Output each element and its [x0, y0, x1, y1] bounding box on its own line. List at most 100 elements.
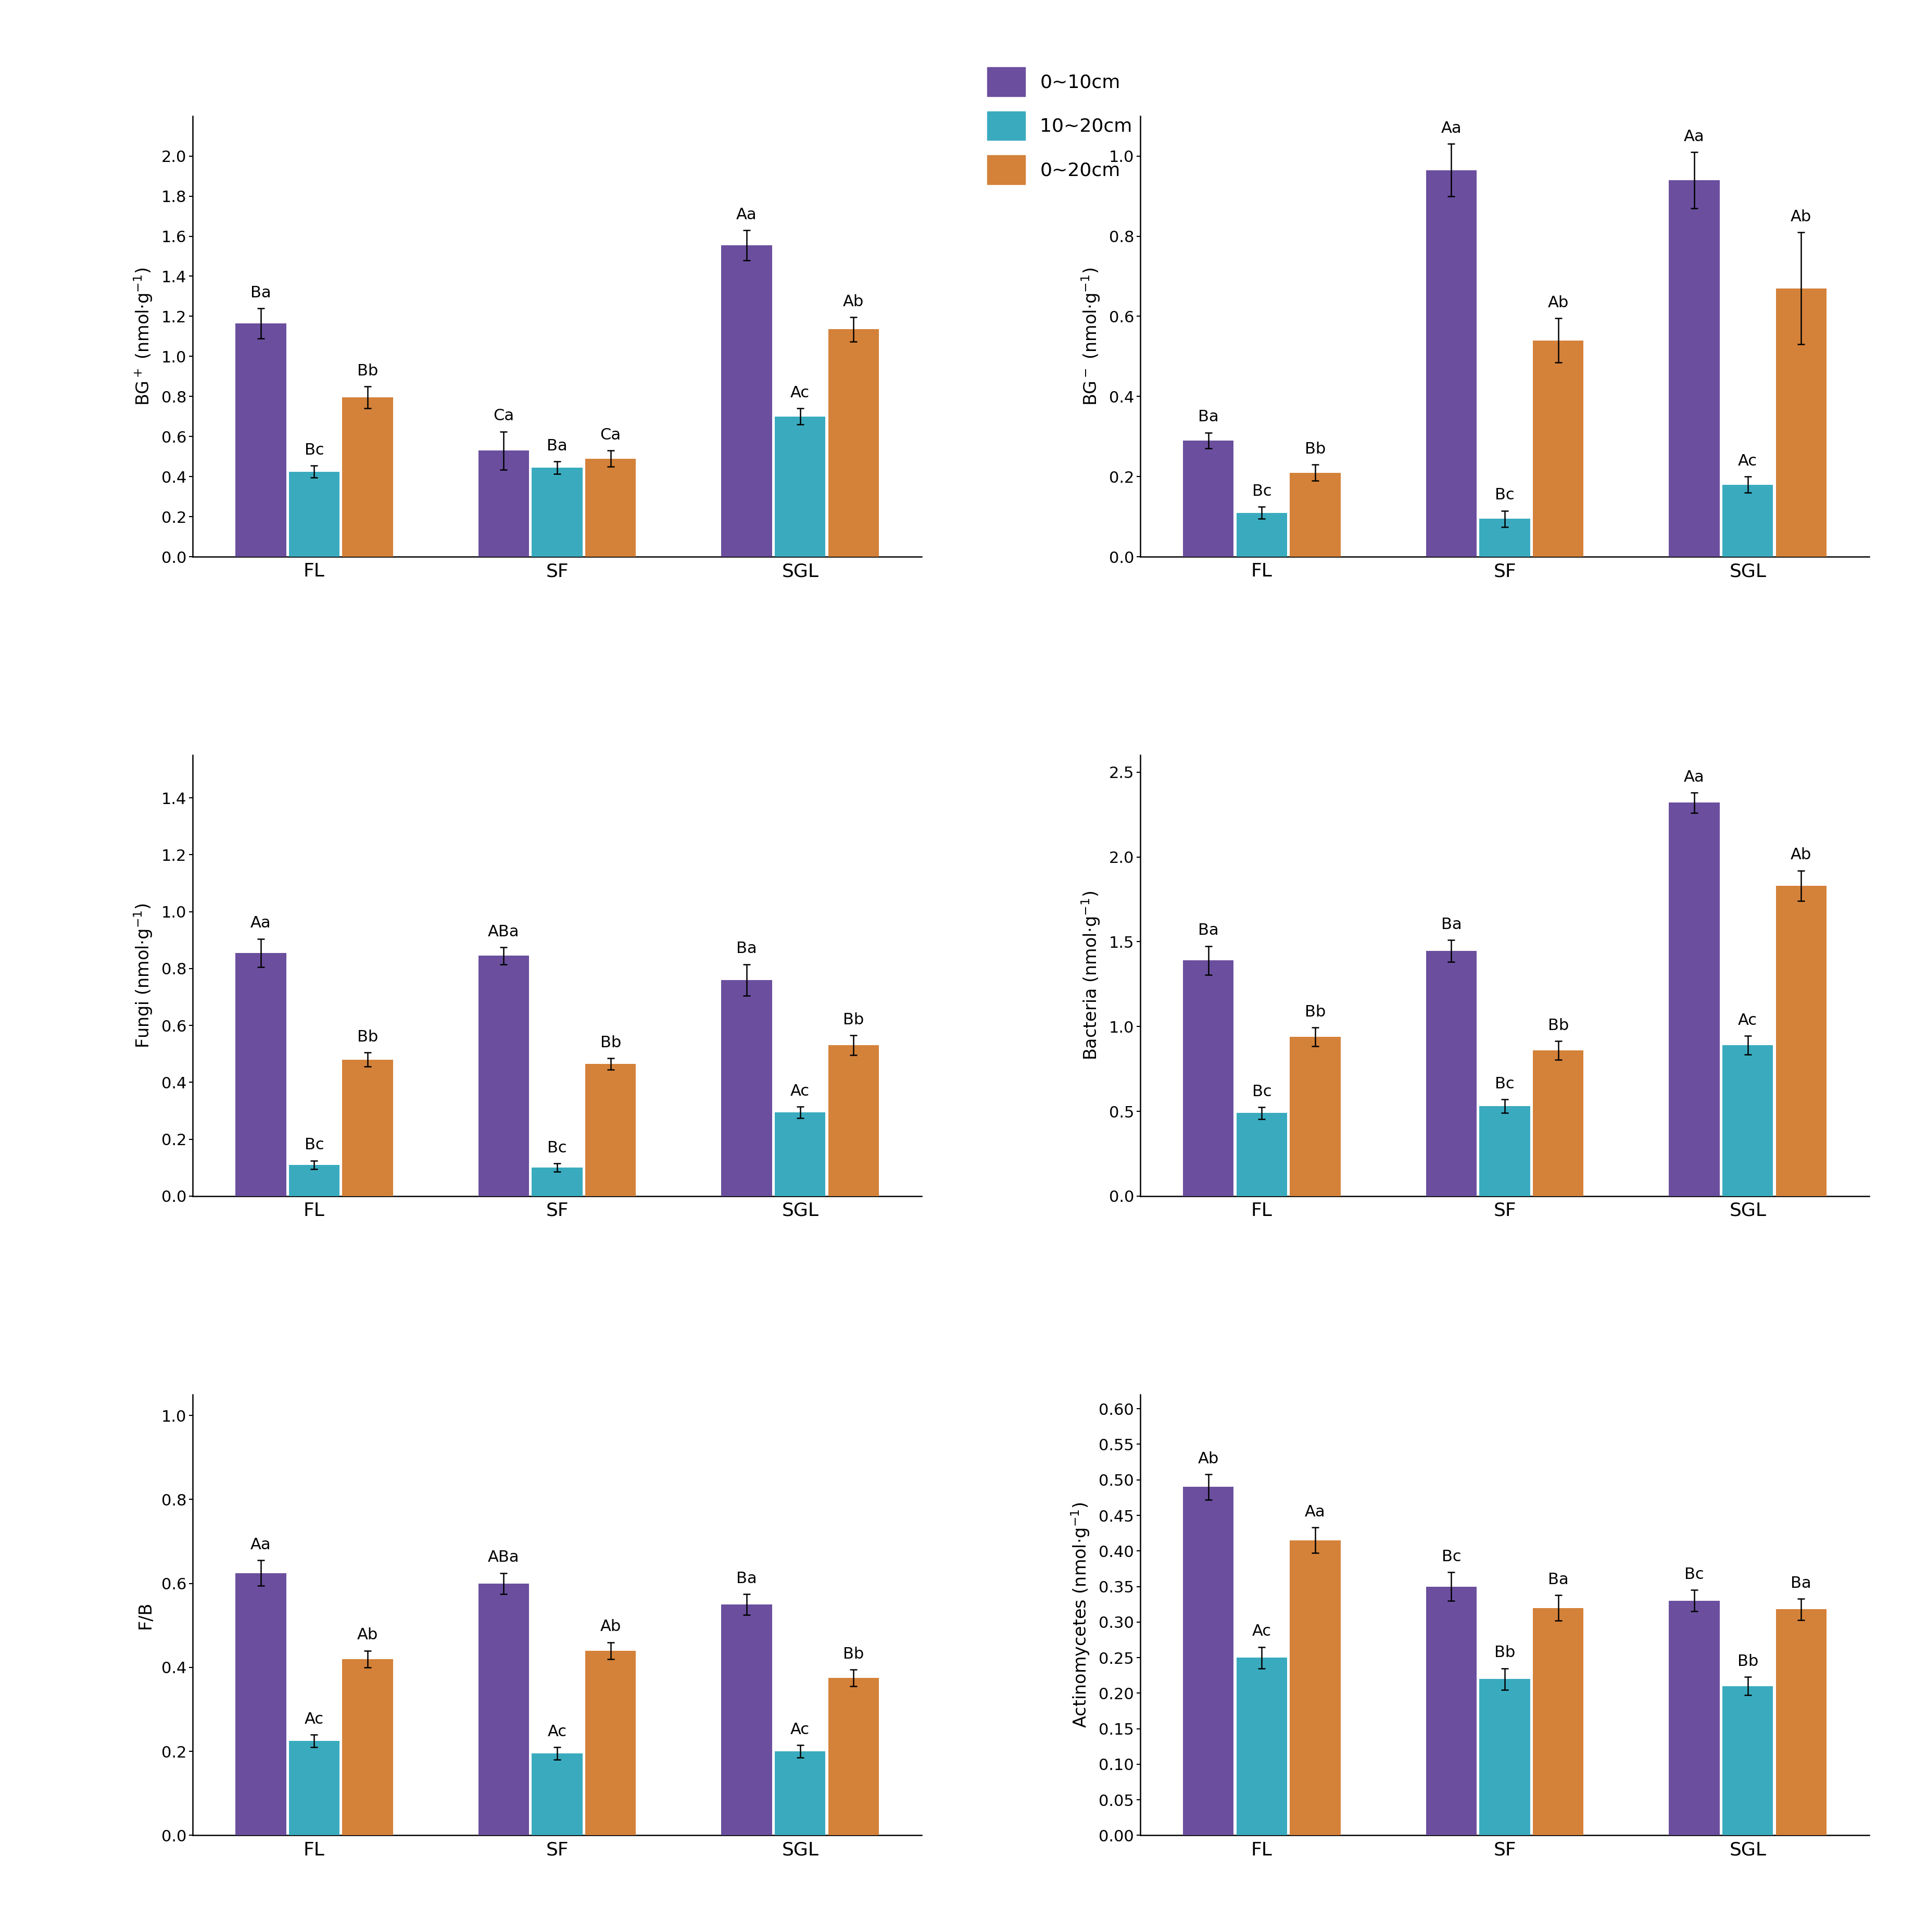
- Text: Aa: Aa: [1441, 122, 1461, 135]
- Text: Ab: Ab: [599, 1619, 620, 1634]
- Text: Bc: Bc: [1495, 1076, 1515, 1092]
- Bar: [1183, 1488, 1233, 1835]
- Bar: [1532, 1051, 1584, 1196]
- Legend: 0~10cm, 10~20cm, 0~20cm: 0~10cm, 10~20cm, 0~20cm: [977, 58, 1143, 193]
- Bar: [1723, 1045, 1773, 1196]
- Bar: [1426, 951, 1476, 1196]
- Bar: [775, 417, 825, 556]
- Bar: [343, 1059, 393, 1196]
- Text: Bc: Bc: [547, 1140, 567, 1155]
- Bar: [343, 398, 393, 556]
- Bar: [478, 956, 530, 1196]
- Bar: [1183, 960, 1233, 1196]
- Text: Ac: Ac: [304, 1712, 324, 1727]
- Text: Bb: Bb: [1305, 1005, 1326, 1020]
- Bar: [721, 245, 773, 556]
- Text: Ac: Ac: [790, 1721, 809, 1737]
- Bar: [721, 1604, 773, 1835]
- Text: Bc: Bc: [1441, 1549, 1461, 1565]
- Bar: [721, 980, 773, 1196]
- Bar: [1723, 485, 1773, 556]
- Text: Ab: Ab: [1199, 1451, 1218, 1466]
- Text: Bb: Bb: [356, 1030, 378, 1045]
- Text: Ab: Ab: [844, 294, 863, 309]
- Bar: [1532, 340, 1584, 556]
- Text: Bb: Bb: [844, 1012, 863, 1028]
- Bar: [478, 1584, 530, 1835]
- Bar: [1426, 1586, 1476, 1835]
- Bar: [1237, 1658, 1287, 1835]
- Text: Bb: Bb: [1493, 1646, 1515, 1660]
- Text: Bb: Bb: [1305, 442, 1326, 456]
- Bar: [289, 1741, 339, 1835]
- Text: Bb: Bb: [356, 363, 378, 379]
- Bar: [1777, 885, 1827, 1196]
- Text: Ba: Ba: [1199, 923, 1218, 939]
- Text: Ab: Ab: [1790, 209, 1811, 224]
- Bar: [1480, 518, 1530, 556]
- Text: Ba: Ba: [1441, 918, 1461, 931]
- Text: Ba: Ba: [736, 1571, 757, 1586]
- Bar: [1480, 1679, 1530, 1835]
- Bar: [829, 328, 879, 556]
- Text: Ac: Ac: [790, 1084, 809, 1099]
- Bar: [289, 1165, 339, 1196]
- Text: Bc: Bc: [1495, 487, 1515, 502]
- Bar: [1480, 1107, 1530, 1196]
- Bar: [532, 1167, 582, 1196]
- Text: Aa: Aa: [251, 916, 272, 931]
- Text: Aa: Aa: [251, 1538, 272, 1553]
- Text: Ac: Ac: [1738, 454, 1757, 469]
- Bar: [235, 1573, 285, 1835]
- Text: Aa: Aa: [1684, 769, 1705, 784]
- Bar: [235, 952, 285, 1196]
- Text: Aa: Aa: [736, 207, 757, 222]
- Bar: [775, 1113, 825, 1196]
- Bar: [1289, 473, 1341, 556]
- Bar: [235, 323, 285, 556]
- Bar: [829, 1045, 879, 1196]
- Bar: [586, 1650, 636, 1835]
- Text: Ab: Ab: [356, 1627, 378, 1642]
- Bar: [1289, 1540, 1341, 1835]
- Bar: [586, 1065, 636, 1196]
- Bar: [1183, 440, 1233, 556]
- Text: Ac: Ac: [1738, 1012, 1757, 1028]
- Text: Ac: Ac: [790, 386, 809, 400]
- Bar: [1426, 170, 1476, 556]
- Bar: [1777, 1609, 1827, 1835]
- Bar: [1723, 1687, 1773, 1835]
- Text: Bc: Bc: [1253, 483, 1272, 498]
- Text: Bc: Bc: [1253, 1084, 1272, 1099]
- Text: Ac: Ac: [1253, 1625, 1272, 1638]
- Bar: [1532, 1607, 1584, 1835]
- Text: Ca: Ca: [599, 427, 620, 442]
- Bar: [586, 458, 636, 556]
- Text: Ba: Ba: [547, 439, 567, 454]
- Y-axis label: Bacteria (nmol·g$^{-1}$): Bacteria (nmol·g$^{-1}$): [1079, 891, 1102, 1061]
- Text: Aa: Aa: [1305, 1505, 1326, 1520]
- Bar: [1669, 802, 1719, 1196]
- Bar: [532, 468, 582, 556]
- Bar: [478, 450, 530, 556]
- Bar: [1237, 1113, 1287, 1196]
- Text: Ba: Ba: [1790, 1577, 1811, 1590]
- Bar: [1237, 512, 1287, 556]
- Text: Ba: Ba: [1199, 410, 1218, 425]
- Bar: [1289, 1037, 1341, 1196]
- Text: ABa: ABa: [488, 923, 520, 939]
- Text: Ba: Ba: [251, 286, 272, 299]
- Bar: [532, 1754, 582, 1835]
- Y-axis label: BG$^-$ (nmol·g$^{-1}$): BG$^-$ (nmol·g$^{-1}$): [1079, 267, 1102, 406]
- Text: Bb: Bb: [599, 1036, 620, 1051]
- Text: Bb: Bb: [844, 1646, 863, 1662]
- Y-axis label: BG$^+$ (nmol·g$^{-1}$): BG$^+$ (nmol·g$^{-1}$): [133, 267, 154, 406]
- Text: Bc: Bc: [304, 442, 324, 458]
- Bar: [1669, 180, 1719, 556]
- Text: Aa: Aa: [1684, 129, 1705, 145]
- Bar: [829, 1677, 879, 1835]
- Bar: [1777, 288, 1827, 556]
- Y-axis label: Actinomycetes (nmol·g$^{-1}$): Actinomycetes (nmol·g$^{-1}$): [1069, 1501, 1091, 1727]
- Bar: [1669, 1602, 1719, 1835]
- Bar: [343, 1660, 393, 1835]
